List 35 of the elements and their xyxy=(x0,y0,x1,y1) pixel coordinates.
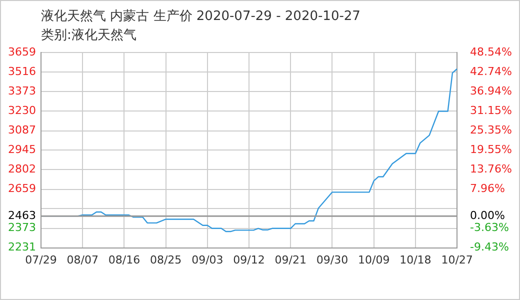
y2-tick-label: 31.15% xyxy=(470,104,512,118)
y-tick-label: 3230 xyxy=(8,104,36,118)
y-tick-label: 3516 xyxy=(8,65,36,78)
chart-title: 液化天然气 内蒙古 生产价 2020-07-29 - 2020-10-27 xyxy=(41,8,360,25)
y2-tick-label: -9.43% xyxy=(470,240,509,254)
y-tick-label: 2231 xyxy=(8,240,36,254)
y-tick-label: 2802 xyxy=(8,162,36,176)
y-tick-label: 2373 xyxy=(8,221,36,234)
x-tick-label: 10/18 xyxy=(400,253,432,266)
x-tick-label: 09/21 xyxy=(274,253,306,266)
y2-tick-label: 48.54% xyxy=(470,45,512,58)
y-tick-label: 2659 xyxy=(8,182,36,196)
chart-subtitle: 类别:液化天然气 xyxy=(41,27,136,44)
y2-tick-label: -3.63% xyxy=(470,221,509,234)
y-tick-label: 2463 xyxy=(8,208,36,222)
y2-tick-label: 42.74% xyxy=(470,64,512,78)
y-tick-label: 3659 xyxy=(8,45,36,58)
x-tick-label: 10/27 xyxy=(441,253,473,266)
y2-tick-label: 7.96% xyxy=(470,182,506,196)
x-tick-label: 09/12 xyxy=(233,253,265,266)
x-tick-label: 08/16 xyxy=(108,253,140,266)
x-tick-label: 09/30 xyxy=(316,253,348,266)
x-tick-label: 09/03 xyxy=(192,253,224,266)
y2-tick-label: 36.94% xyxy=(470,84,512,98)
y2-tick-label: 19.55% xyxy=(470,143,512,156)
x-tick-label: 10/09 xyxy=(358,253,390,266)
x-tick-label: 07/29 xyxy=(25,253,57,266)
x-tick-label: 08/07 xyxy=(66,253,98,266)
y2-tick-label: 0.00% xyxy=(470,208,506,222)
y2-tick-label: 25.35% xyxy=(470,124,512,137)
y-tick-label: 3087 xyxy=(8,124,36,137)
y-tick-label: 2945 xyxy=(8,143,36,156)
y-tick-label: 3373 xyxy=(8,84,36,98)
x-tick-label: 08/25 xyxy=(150,253,182,266)
y2-tick-label: 13.76% xyxy=(470,162,512,176)
